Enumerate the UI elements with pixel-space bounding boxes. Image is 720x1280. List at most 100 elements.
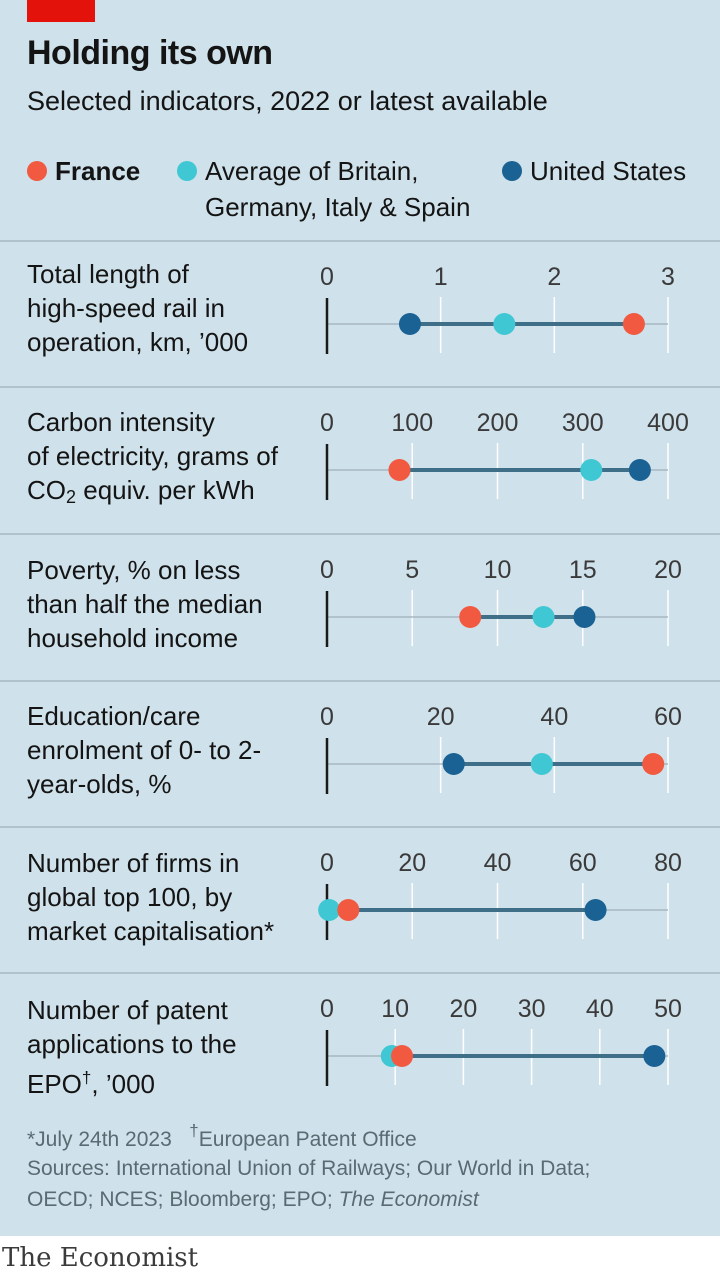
sources-line1: Sources: International Union of Railways… xyxy=(27,1157,591,1180)
label-line: Carbon intensity xyxy=(27,407,215,437)
tick-label: 0 xyxy=(320,409,334,437)
footnote-date: *July 24th 2023 xyxy=(27,1128,172,1151)
tick-label: 200 xyxy=(477,409,519,437)
tick-label: 15 xyxy=(569,556,597,584)
tick-label: 400 xyxy=(647,409,689,437)
dot-us xyxy=(643,1045,666,1067)
footnote-epo: European Patent Office xyxy=(198,1128,417,1151)
legend-average-dot xyxy=(177,161,197,181)
label-co2-prefix: CO xyxy=(27,475,66,505)
label-line: Number of patent xyxy=(27,995,228,1025)
tick-label: 40 xyxy=(586,995,614,1023)
brand-red-bar xyxy=(27,0,95,22)
tick-label: 20 xyxy=(398,849,426,877)
chart-card: Holding its own Selected indicators, 202… xyxy=(0,0,720,1236)
label-line: Poverty, % on less xyxy=(27,555,241,585)
tick-label: 40 xyxy=(540,703,568,731)
dot-average xyxy=(318,899,341,921)
tick-label: 1 xyxy=(434,263,448,291)
chart-subtitle: Selected indicators, 2022 or latest avai… xyxy=(27,86,548,116)
label-line: global top 100, by xyxy=(27,882,233,912)
dot-average xyxy=(580,459,603,481)
tick-label: 80 xyxy=(654,849,682,877)
dot-france xyxy=(642,753,665,775)
label-line: year-olds, % xyxy=(27,769,172,799)
panel-label-firms: Number of firms in global top 100, by ma… xyxy=(27,846,317,948)
legend-average-label-line1: Average of Britain, xyxy=(205,156,419,186)
dot-us xyxy=(398,313,421,335)
tick-label: 300 xyxy=(562,409,604,437)
label-epo-dagger: † xyxy=(81,1068,92,1087)
label-line: operation, km, ’000 xyxy=(27,327,249,357)
label-line: enrolment of 0- to 2- xyxy=(27,735,262,765)
separator xyxy=(0,826,720,828)
sources-line2: OECD; NCES; Bloomberg; EPO; The Economis… xyxy=(27,1188,479,1212)
tick-label: 60 xyxy=(569,849,597,877)
tick-label: 0 xyxy=(320,263,334,291)
label-co2-subscript: 2 xyxy=(66,487,77,507)
label-line: applications to the xyxy=(27,1029,237,1059)
dot-france xyxy=(337,899,360,921)
dot-france xyxy=(388,459,411,481)
label-line: CO2 equiv. per kWh xyxy=(27,473,317,514)
label-co2-suffix: equiv. per kWh xyxy=(76,475,255,505)
footnote-dagger: † xyxy=(189,1121,199,1140)
legend-france-dot xyxy=(27,161,47,181)
dot-us xyxy=(442,753,465,775)
brand-wordmark: The Economist xyxy=(2,1243,199,1273)
panel-label-carbon: Carbon intensity of electricity, grams o… xyxy=(27,405,317,514)
legend-us-label: United States xyxy=(530,156,687,186)
chart-title: Holding its own xyxy=(27,34,273,72)
tick-label: 20 xyxy=(427,703,455,731)
label-line: household income xyxy=(27,623,239,653)
tick-label: 0 xyxy=(320,703,334,731)
tick-label: 100 xyxy=(391,409,433,437)
tick-label: 50 xyxy=(654,995,682,1023)
legend-average-label-line2: Germany, Italy & Spain xyxy=(205,192,471,222)
tick-label: 2 xyxy=(547,263,561,291)
footnote: *July 24th 2023 †European Patent Office xyxy=(27,1121,417,1152)
legend-us-dot xyxy=(502,161,522,181)
label-line: market capitalisation* xyxy=(27,916,275,946)
panel-label-rail: Total length of high-speed rail in opera… xyxy=(27,257,317,359)
tick-label: 5 xyxy=(405,556,419,584)
label-line: Total length of xyxy=(27,259,189,289)
panel-label-education: Education/care enrolment of 0- to 2- yea… xyxy=(27,699,317,801)
separator xyxy=(0,240,720,242)
panel-label-poverty: Poverty, % on less than half the median … xyxy=(27,553,317,655)
label-line: EPO†, ’000 xyxy=(27,1061,317,1101)
dot-average xyxy=(532,606,555,628)
tick-label: 40 xyxy=(484,849,512,877)
dot-us xyxy=(584,899,607,921)
separator xyxy=(0,680,720,682)
dot-us xyxy=(573,606,596,628)
label-line: than half the median xyxy=(27,589,263,619)
tick-label: 20 xyxy=(449,995,477,1023)
dot-france xyxy=(622,313,645,335)
tick-label: 0 xyxy=(320,995,334,1023)
tick-label: 10 xyxy=(381,995,409,1023)
separator xyxy=(0,533,720,535)
panel-label-patents: Number of patent applications to the EPO… xyxy=(27,993,317,1101)
tick-label: 0 xyxy=(320,556,334,584)
sources-line2-italic: The Economist xyxy=(338,1188,479,1211)
tick-label: 10 xyxy=(484,556,512,584)
dot-france xyxy=(459,606,482,628)
dot-france xyxy=(391,1045,414,1067)
label-epo-prefix: EPO xyxy=(27,1069,82,1099)
dot-average xyxy=(493,313,516,335)
label-line: Number of firms in xyxy=(27,848,240,878)
tick-label: 30 xyxy=(518,995,546,1023)
separator xyxy=(0,972,720,974)
separator xyxy=(0,386,720,388)
label-line: high-speed rail in xyxy=(27,293,226,323)
tick-label: 0 xyxy=(320,849,334,877)
legend-france-label: France xyxy=(55,156,141,186)
label-line: of electricity, grams of xyxy=(27,441,278,471)
tick-label: 3 xyxy=(661,263,675,291)
label-line: Education/care xyxy=(27,701,201,731)
dot-us xyxy=(628,459,651,481)
sources-line2-text: OECD; NCES; Bloomberg; EPO; xyxy=(27,1188,339,1211)
label-epo-suffix: , ’000 xyxy=(91,1069,155,1099)
